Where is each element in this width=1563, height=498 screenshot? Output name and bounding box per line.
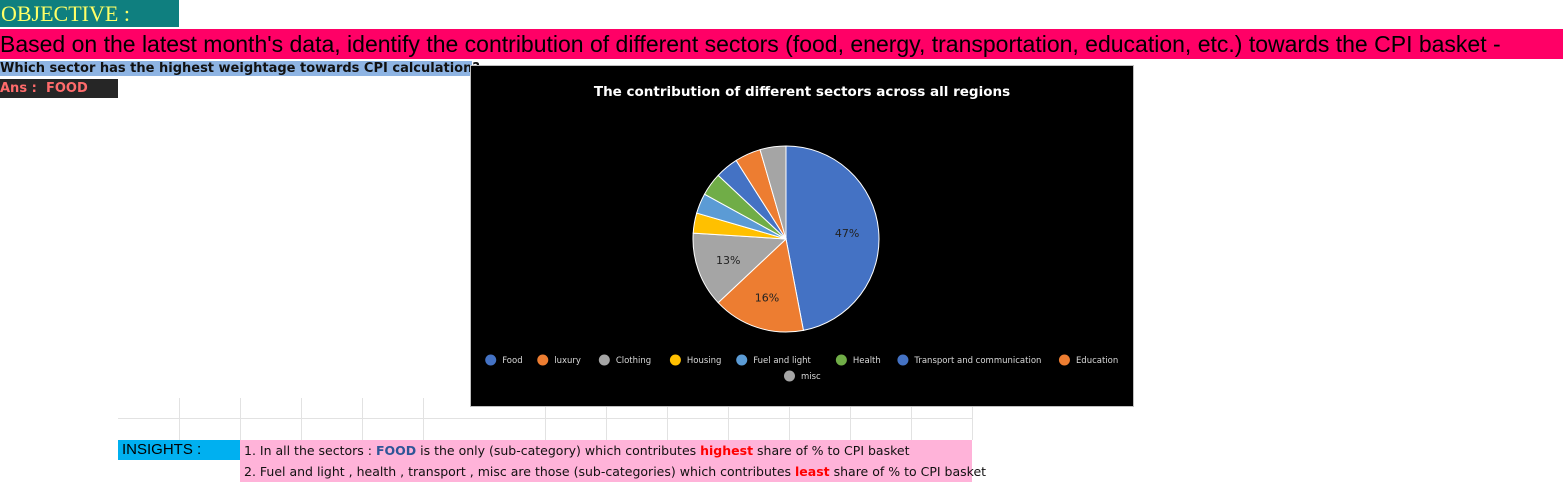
legend-marker	[783, 370, 795, 382]
legend-marker	[736, 354, 748, 366]
legend-item-health[interactable]: Health	[835, 354, 881, 367]
legend-label: Housing	[687, 356, 722, 366]
insight-1-keyword: FOOD	[375, 443, 417, 458]
legend-item-food[interactable]: Food	[485, 354, 523, 367]
legend-item-luxury[interactable]: luxury	[537, 354, 581, 367]
insight-1-emphasis: highest	[700, 443, 754, 458]
grid-line	[850, 407, 851, 440]
legend-marker	[835, 354, 847, 366]
insight-line-2: 2. Fuel and light , health , transport ,…	[240, 461, 986, 482]
data-label-luxury: 16%	[755, 291, 779, 304]
insight-1-suffix: share of % to CPI basket	[753, 443, 910, 458]
grid-line	[301, 398, 302, 440]
objective-banner: Based on the latest month's data, identi…	[0, 29, 1563, 59]
pie-slices	[692, 145, 880, 333]
legend-marker	[598, 354, 610, 366]
legend-item-fuel-and-light[interactable]: Fuel and light	[736, 354, 812, 367]
pie-slice-luxury[interactable]	[717, 238, 805, 333]
question-text: Which sector has the highest weightage t…	[0, 60, 480, 78]
data-label-food: 47%	[835, 227, 859, 240]
pie-slice-food[interactable]	[785, 145, 880, 331]
grid-line	[667, 407, 668, 440]
insight-2-prefix: 2. Fuel and light , health , transport ,…	[244, 464, 795, 479]
insight-1-prefix: 1. In all the sectors :	[244, 443, 376, 458]
legend-marker	[537, 354, 549, 366]
insight-2-emphasis: least	[795, 464, 830, 479]
grid-line	[240, 398, 241, 440]
legend-marker	[897, 354, 909, 366]
legend-item-clothing[interactable]: Clothing	[598, 354, 651, 367]
legend-label: misc	[801, 372, 821, 382]
answer-label: Ans :	[0, 81, 37, 96]
chart-legend: Food luxury Clothing Housing Fuel and light H…	[485, 354, 1118, 383]
legend-label: Food	[502, 356, 522, 366]
legend-label: Transport and communication	[913, 356, 1041, 366]
question-highlight: Which sector has the highest weightage t…	[0, 61, 473, 76]
grid-line	[728, 407, 729, 440]
insight-1-middle: is the only (sub-category) which contrib…	[416, 443, 701, 458]
legend-label: Health	[853, 356, 881, 366]
grid-line	[423, 398, 424, 440]
insights-label: INSIGHTS :	[118, 440, 240, 460]
grid-line	[911, 407, 912, 440]
chart-title: The contribution of different sectors ac…	[594, 84, 1010, 100]
legend-item-housing[interactable]: Housing	[669, 354, 722, 367]
legend-marker	[485, 354, 497, 366]
legend-label: Education	[1076, 356, 1118, 366]
objective-heading: OBJECTIVE :	[0, 0, 179, 27]
pie-chart-svg: The contribution of different sectors ac…	[485, 84, 1118, 383]
pie-slice-misc[interactable]	[759, 145, 787, 240]
grid-line	[789, 407, 790, 440]
legend-item-transport-and-communication[interactable]: Transport and communication	[897, 354, 1041, 367]
grid-line	[606, 407, 607, 440]
grid-line	[362, 398, 363, 440]
insight-2-suffix: share of % to CPI basket	[829, 464, 987, 479]
legend-item-misc[interactable]: misc	[783, 370, 821, 383]
grid-line	[972, 398, 973, 440]
answer-row: Ans : FOOD	[0, 79, 118, 98]
answer-value: FOOD	[46, 81, 88, 96]
legend-label: luxury	[554, 356, 581, 366]
legend-label: Clothing	[616, 356, 651, 366]
legend-label: Fuel and light	[753, 356, 811, 366]
legend-marker	[1058, 354, 1070, 366]
insight-line-1: 1. In all the sectors : FOOD is the only…	[240, 440, 972, 461]
legend-item-education[interactable]: Education	[1058, 354, 1118, 367]
pie-chart[interactable]: The contribution of different sectors ac…	[470, 65, 1134, 407]
pie-slice-clothing[interactable]	[692, 232, 788, 304]
grid-line	[545, 407, 546, 440]
pie-data-labels: 47% 16% 13%	[716, 227, 859, 304]
legend-marker	[669, 354, 681, 366]
grid-line	[179, 398, 180, 440]
data-label-clothing: 13%	[716, 254, 740, 267]
